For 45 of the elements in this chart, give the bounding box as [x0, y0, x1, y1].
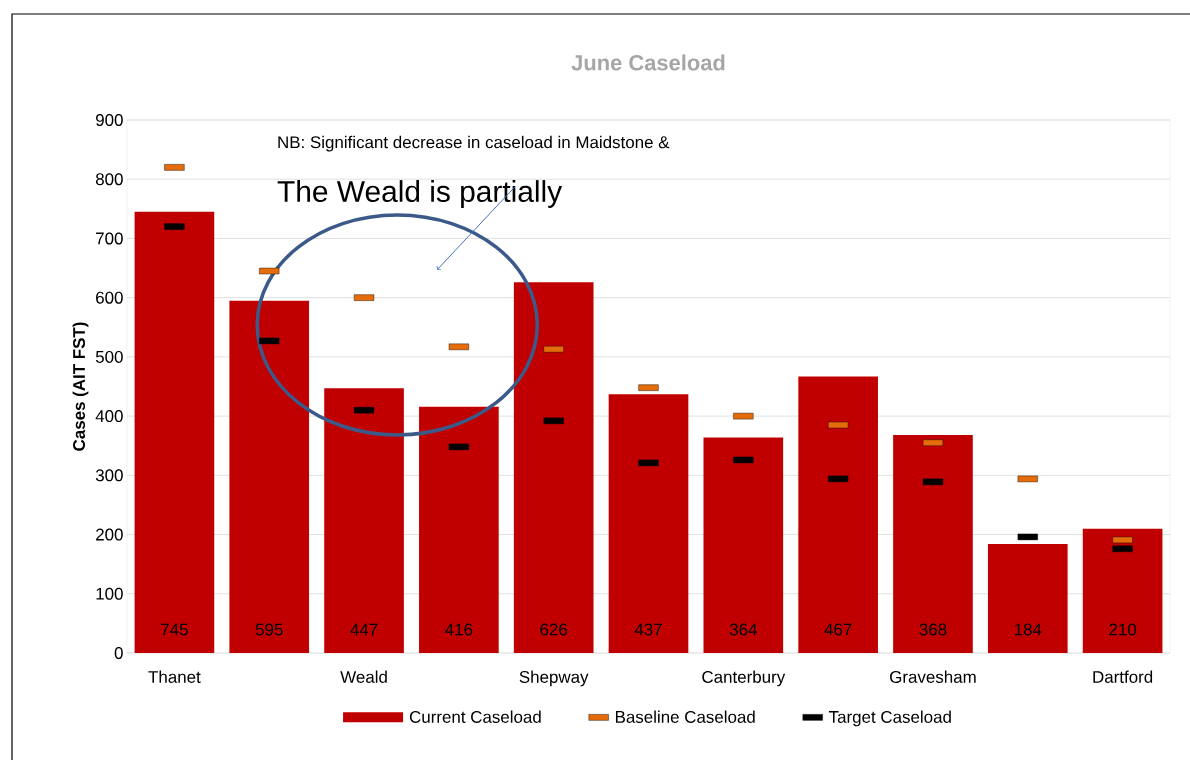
y-tick-label: 100 — [96, 587, 123, 600]
data-label: 447 — [350, 623, 378, 636]
data-label: 364 — [729, 623, 757, 636]
legend-label: Target Caseload — [828, 710, 951, 727]
y-axis-title: Cases (AIT FST) — [72, 322, 89, 451]
data-label: 368 — [919, 623, 947, 636]
bar — [608, 394, 689, 653]
x-tick-label: Weald — [340, 670, 387, 683]
x-tick-label: Shepway — [519, 670, 589, 687]
annotation: NB: Significant decrease in caseload in Maidstone & — [278, 135, 670, 152]
y-tick-label: 400 — [95, 410, 123, 423]
y-tick-label: 900 — [96, 114, 123, 126]
legend-label: Baseline Caseload — [615, 710, 755, 723]
y-tick-label: 300 — [95, 469, 123, 482]
x-tick-label: Canterbury — [702, 670, 786, 687]
x-tick-label: Gravesham — [890, 670, 976, 683]
bar — [513, 282, 594, 653]
data-label: 437 — [634, 623, 662, 636]
bar — [987, 544, 1068, 653]
data-label: 210 — [1109, 623, 1137, 636]
y-tick-label: 500 — [95, 350, 123, 363]
data-label: 745 — [161, 623, 188, 636]
data-label: 467 — [824, 623, 852, 636]
bar — [419, 406, 499, 653]
y-tick-label: 700 — [96, 232, 123, 245]
y-tick-label: 0 — [114, 647, 123, 659]
data-label: 184 — [1014, 623, 1042, 636]
x-tick-label: Thanet — [148, 670, 201, 683]
y-tick-label: 200 — [96, 528, 123, 541]
data-label: 416 — [445, 623, 473, 636]
bar — [134, 211, 215, 653]
bar — [324, 388, 404, 653]
annotation: The Weald is partially — [277, 180, 563, 208]
bar — [893, 435, 973, 653]
legend-label: Current Caseload — [409, 710, 541, 723]
y-tick-label: 600 — [96, 291, 123, 304]
bar — [229, 300, 310, 653]
data-label: 595 — [255, 623, 283, 636]
bar — [798, 376, 878, 653]
chart-title: June Caseload — [571, 54, 725, 71]
y-tick-label: 800 — [95, 173, 123, 186]
x-tick-label: Dartford — [1093, 670, 1153, 683]
bar — [1082, 528, 1163, 653]
data-label: 626 — [540, 623, 568, 636]
bar — [703, 437, 784, 653]
